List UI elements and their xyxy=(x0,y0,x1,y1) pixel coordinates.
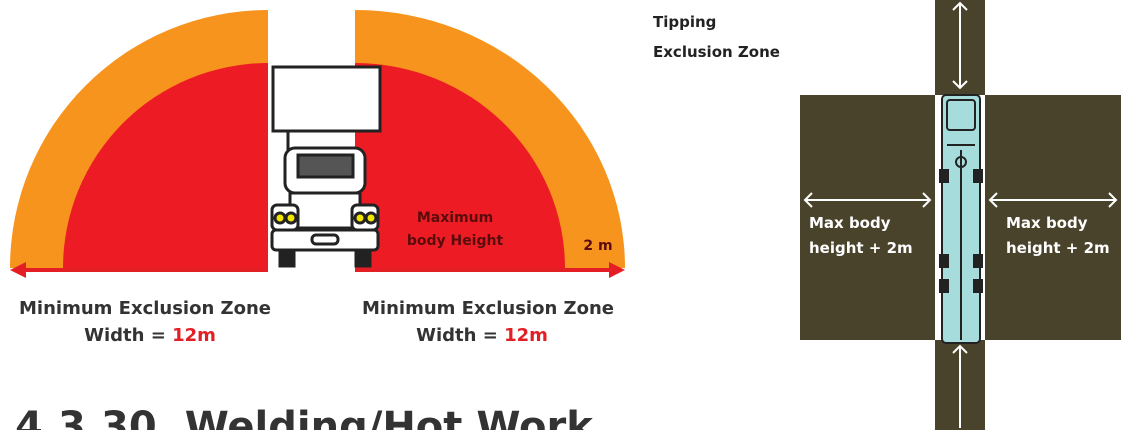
caption-prefix: Width = xyxy=(416,325,504,346)
caption-prefix: Width = xyxy=(84,325,172,346)
caption-value: 12m xyxy=(504,325,548,346)
side-label: Max body xyxy=(809,214,891,232)
behind-label: 5m directly xyxy=(988,371,1084,389)
caption-value: 12m xyxy=(172,325,216,346)
arrowhead xyxy=(609,262,625,278)
inner-zone-right xyxy=(355,63,565,268)
exclusion-diagram: Maximum body Height 2 m Minimum Exclusio… xyxy=(10,10,625,346)
truck-body xyxy=(271,65,382,133)
zones xyxy=(800,0,1121,430)
side-label: height + 2m xyxy=(1006,239,1110,257)
section-title: Welding/Hot Work xyxy=(185,404,595,430)
caption: Minimum Exclusion Zone xyxy=(362,298,614,319)
tipping-title: Exclusion Zone xyxy=(653,43,780,61)
section-number: 4.3.30 xyxy=(15,404,157,430)
truck-front xyxy=(270,130,380,268)
side-label: Max body xyxy=(1006,214,1088,232)
arrowhead xyxy=(10,262,26,278)
caption: Width = 12m xyxy=(84,325,216,346)
truck-top xyxy=(939,94,983,344)
tipping-diagram: Tipping Exclusion Zone 5m directly in fr… xyxy=(653,0,1121,430)
body-label: Maximum xyxy=(417,210,493,226)
side-label: height + 2m xyxy=(809,239,913,257)
body-label: body Height xyxy=(407,233,504,249)
dimension-arrows xyxy=(803,1,1118,428)
caption: Width = 12m xyxy=(416,325,548,346)
inner-zone-left xyxy=(63,63,268,268)
tipping-title: Tipping xyxy=(653,13,716,31)
margin-label: 2 m xyxy=(583,238,612,254)
section-heading: 4.3.30 Welding/Hot Work xyxy=(15,404,594,430)
front-label: 5m directly xyxy=(988,34,1084,52)
behind-label: behind xyxy=(988,396,1046,414)
front-label: in front xyxy=(988,60,1051,78)
caption: Minimum Exclusion Zone xyxy=(19,298,271,319)
